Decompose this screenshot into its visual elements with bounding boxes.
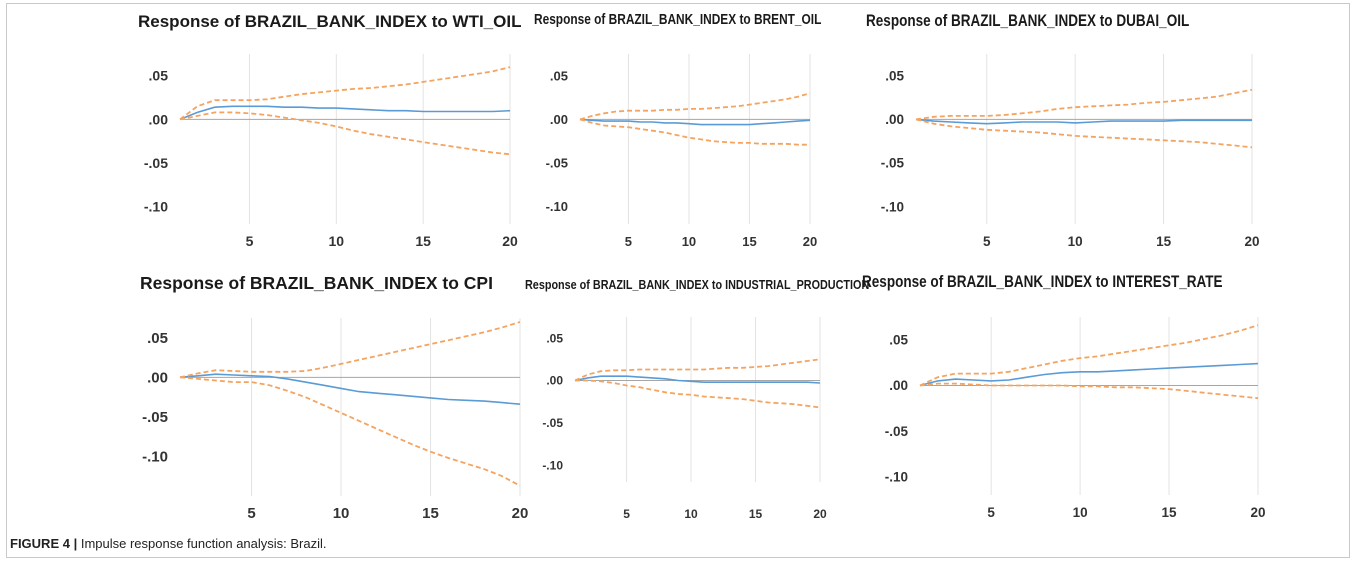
x-tick-label: 15	[742, 234, 756, 249]
confidence-band-lower	[915, 118, 1253, 149]
chart-svg: .05 .00 -.05 -.10 5 10 15 20	[142, 318, 529, 522]
chart-svg: .05 .00 -.05 -.10 5 10 15 20	[885, 317, 1266, 520]
y-tick-label: -.05	[546, 156, 568, 171]
x-tick-label: 20	[1250, 505, 1265, 520]
x-tick-label: 5	[246, 233, 254, 249]
confidence-band-upper	[179, 66, 511, 121]
chart-title: Response of BRAZIL_BANK_INDEX to BRENT_O…	[534, 12, 822, 28]
figure-frame	[6, 3, 1350, 558]
confidence-band-upper	[915, 88, 1253, 121]
y-tick-label: -.10	[144, 198, 168, 214]
y-tick-label: .00	[885, 112, 904, 127]
x-tick-label: 10	[684, 507, 698, 521]
y-tick-label: -.05	[881, 156, 905, 171]
x-tick-label: 10	[1073, 505, 1088, 520]
x-tick-label: 20	[813, 507, 827, 521]
chart-title: Response of BRAZIL_BANK_INDEX to WTI_OIL	[138, 12, 522, 31]
y-tick-label: -.10	[885, 469, 908, 484]
response-line	[579, 118, 811, 126]
x-tick-label: 20	[803, 234, 817, 249]
y-tick-label: -.10	[542, 458, 563, 472]
x-tick-label: 15	[415, 233, 431, 249]
response-line	[179, 373, 521, 405]
y-tick-label: .05	[885, 69, 904, 84]
y-tick-label: -.05	[885, 424, 909, 439]
x-tick-label: 20	[1244, 234, 1259, 249]
x-tick-label: 15	[749, 507, 763, 521]
caption-text: Impulse response function analysis: Braz…	[80, 536, 327, 551]
x-tick-label: 5	[623, 507, 630, 521]
chart-svg: .05 .00 -.05 -.10 5 10 15 20	[546, 54, 817, 249]
x-tick-label: 5	[987, 505, 995, 520]
x-tick-label: 5	[983, 234, 991, 249]
x-tick-label: 10	[333, 505, 350, 522]
y-tick-label: -.10	[142, 449, 168, 466]
confidence-band-upper	[574, 358, 821, 382]
y-tick-label: .00	[147, 370, 168, 387]
y-tick-label: .05	[550, 68, 568, 83]
response-line	[919, 362, 1259, 387]
y-tick-label: .00	[149, 111, 169, 127]
confidence-band-lower	[575, 379, 821, 409]
y-tick-label: .05	[147, 330, 168, 347]
y-tick-label: -.10	[881, 199, 904, 214]
confidence-band-lower	[179, 376, 521, 487]
y-tick-label: -.05	[142, 409, 168, 426]
y-tick-label: -.10	[546, 199, 568, 214]
x-tick-label: 20	[512, 505, 529, 522]
y-tick-label: -.05	[144, 155, 168, 171]
response-line	[915, 118, 1252, 125]
chart-title: Response of BRAZIL_BANK_INDEX to INTERES…	[862, 273, 1223, 291]
y-tick-label: .00	[550, 112, 568, 127]
y-tick-label: .05	[546, 331, 563, 345]
chart-title: Response of BRAZIL_BANK_INDEX to DUBAI_O…	[866, 12, 1190, 30]
x-tick-label: 10	[682, 234, 696, 249]
confidence-band-lower	[919, 382, 1259, 400]
x-tick-label: 10	[329, 233, 345, 249]
chart-svg: .05 .00 -.05 -.10 5 10 15 20	[881, 54, 1260, 249]
chart-svg: .05 .00 -.05 -.10 5 10 15 20	[144, 54, 518, 249]
caption-label: FIGURE 4 |	[10, 536, 78, 551]
confidence-band-upper	[579, 92, 811, 121]
x-tick-label: 15	[1162, 505, 1178, 520]
chart-title: Response of BRAZIL_BANK_INDEX to INDUSTR…	[525, 277, 870, 292]
response-line	[179, 105, 511, 121]
y-tick-label: .00	[546, 374, 563, 388]
x-tick-label: 5	[247, 505, 255, 522]
response-line	[574, 375, 821, 384]
y-tick-label: -.05	[542, 416, 563, 430]
confidence-band-lower	[179, 111, 511, 156]
chart-title: Response of BRAZIL_BANK_INDEX to CPI	[140, 273, 493, 293]
confidence-band-upper	[919, 324, 1259, 387]
chart-svg: .05 .00 -.05 -.10 5 10 15 20	[542, 317, 827, 521]
x-tick-label: 10	[1068, 234, 1083, 249]
confidence-band-upper	[179, 321, 521, 379]
y-tick-label: .05	[889, 333, 908, 348]
confidence-band-lower	[579, 118, 810, 146]
x-tick-label: 20	[502, 233, 518, 249]
x-tick-label: 5	[625, 234, 632, 249]
y-tick-label: .05	[149, 68, 169, 84]
x-tick-label: 15	[422, 505, 439, 522]
y-tick-label: .00	[889, 378, 908, 393]
x-tick-label: 15	[1156, 234, 1172, 249]
figure-caption: FIGURE 4 | Impulse response function ana…	[10, 536, 327, 551]
